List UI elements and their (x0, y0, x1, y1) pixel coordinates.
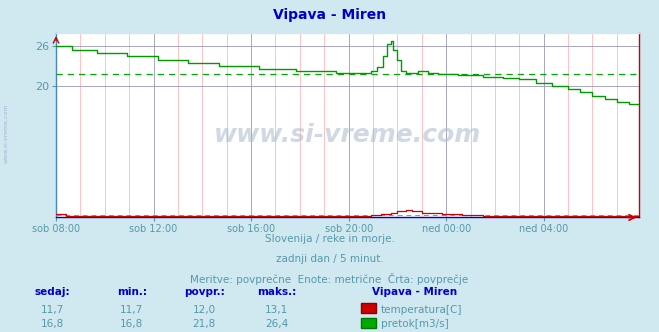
Text: 26,4: 26,4 (265, 319, 289, 329)
Text: pretok[m3/s]: pretok[m3/s] (381, 319, 449, 329)
Text: temperatura[C]: temperatura[C] (381, 305, 463, 315)
Text: Vipava - Miren: Vipava - Miren (273, 8, 386, 22)
Text: 12,0: 12,0 (192, 305, 216, 315)
Text: 21,8: 21,8 (192, 319, 216, 329)
Text: povpr.:: povpr.: (184, 287, 225, 297)
Text: 11,7: 11,7 (41, 305, 65, 315)
Text: Vipava - Miren: Vipava - Miren (372, 287, 457, 297)
Text: 11,7: 11,7 (120, 305, 144, 315)
Text: Slovenija / reke in morje.: Slovenija / reke in morje. (264, 234, 395, 244)
Text: www.si-vreme.com: www.si-vreme.com (3, 103, 9, 163)
Text: zadnji dan / 5 minut.: zadnji dan / 5 minut. (275, 254, 384, 264)
Text: min.:: min.: (117, 287, 147, 297)
Text: maks.:: maks.: (257, 287, 297, 297)
Text: sedaj:: sedaj: (35, 287, 71, 297)
Text: Meritve: povprečne  Enote: metrične  Črta: povprečje: Meritve: povprečne Enote: metrične Črta:… (190, 273, 469, 285)
Text: 16,8: 16,8 (41, 319, 65, 329)
Text: 16,8: 16,8 (120, 319, 144, 329)
Text: www.si-vreme.com: www.si-vreme.com (214, 123, 481, 146)
Text: 13,1: 13,1 (265, 305, 289, 315)
